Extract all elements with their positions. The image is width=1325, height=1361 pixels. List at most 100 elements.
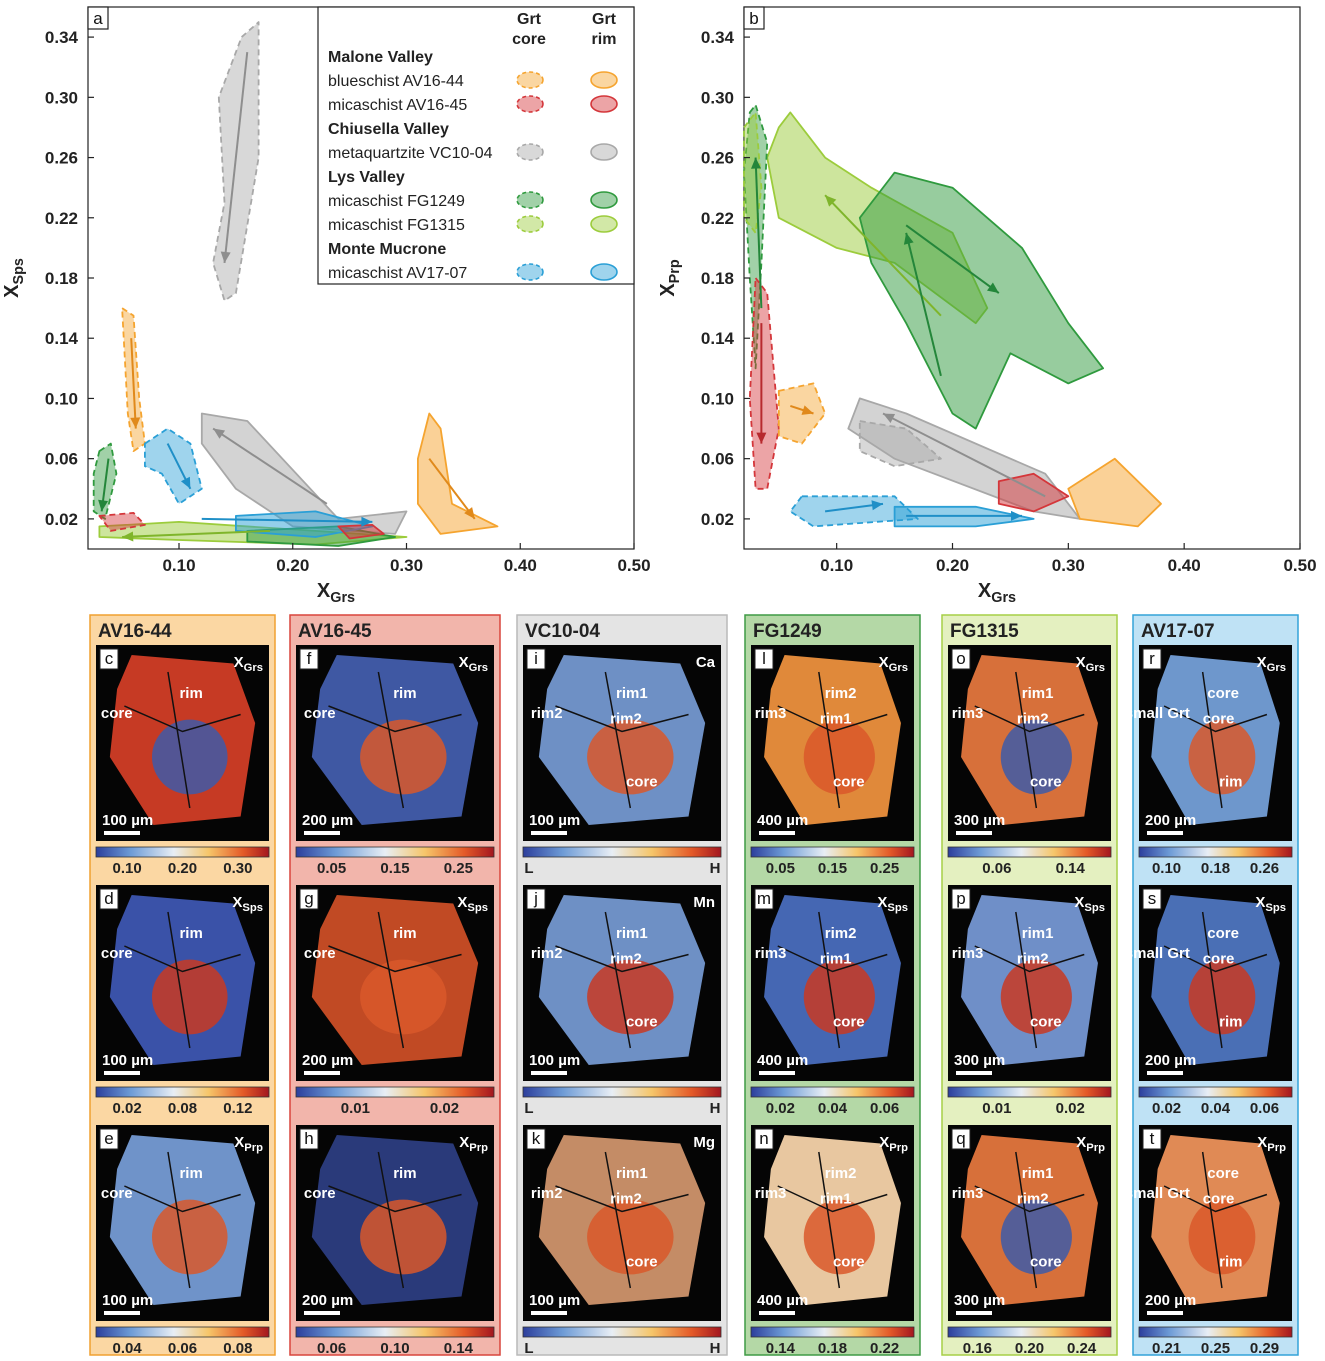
colour-bar-tick: 0.06 — [168, 1340, 197, 1356]
element-label: XPrp — [1257, 1134, 1286, 1154]
feature-label: core — [1030, 773, 1062, 790]
panel-letter-box — [754, 1128, 774, 1150]
arrowhead-5 — [987, 282, 999, 294]
colour-bar-tick: H — [710, 860, 721, 877]
map-panel-t: t XPrp core small Grt core rim 200 µm 0.21 0.25 0… — [1125, 1125, 1293, 1357]
core-region — [587, 1199, 674, 1275]
colour-bar-tick: 0.06 — [1250, 1100, 1279, 1117]
cracks — [328, 671, 462, 809]
element-label: XSps — [1255, 894, 1286, 914]
arrowhead-8 — [1011, 510, 1022, 521]
legend-group-title: Chiusella Valley — [328, 121, 449, 138]
colour-bar-tick: 0.06 — [317, 1340, 346, 1356]
y-tick-label: 0.26 — [701, 149, 734, 168]
colour-bar — [295, 846, 495, 858]
colour-bar — [947, 1086, 1112, 1098]
legend-core-swatch — [516, 215, 544, 233]
scale-label: 200 µm — [1145, 1292, 1196, 1309]
scale-label: 300 µm — [954, 812, 1005, 829]
scale-bar — [956, 1071, 992, 1075]
arrowhead-5 — [361, 516, 373, 527]
cracks — [328, 1151, 462, 1289]
map-panel-c: c XGrs rim core 100 µm 0.10 0.20 0.30 — [95, 645, 270, 877]
scale-label: 200 µm — [1145, 1052, 1196, 1069]
panel-letter-box — [526, 648, 546, 670]
scale-bar — [304, 831, 340, 835]
scale-label: 200 µm — [302, 812, 353, 829]
colour-bar — [1138, 1086, 1293, 1098]
colour-bar-tick: 0.18 — [1201, 860, 1230, 877]
scale-label: 300 µm — [954, 1052, 1005, 1069]
cracks — [124, 1151, 241, 1289]
panel-letter-box — [526, 888, 546, 910]
map-panel-o: o XGrs rim1 rim3 rim2 core 300 µm 0.06 0.14 — [947, 645, 1112, 877]
map-column-FG1249: FG1249 l XGrs rim2 rim3 rim1 core 400 µm 0.05 0.1… — [744, 614, 921, 1357]
legend-core-swatch — [516, 95, 544, 113]
map-panel-l: l XGrs rim2 rim3 rim1 core 400 µm 0.05 0.15 0.25 — [750, 645, 915, 877]
legend-item-label: micaschist FG1315 — [328, 217, 465, 234]
cracks — [555, 1151, 689, 1289]
panel-letter: e — [104, 1129, 113, 1148]
element-label: XPrp — [459, 1134, 488, 1154]
feature-label: core — [833, 1013, 865, 1030]
legend-col1-header: Grt — [517, 11, 542, 28]
element-label: XPrp — [234, 1134, 263, 1154]
colour-bar-tick: 0.02 — [430, 1100, 459, 1117]
trend-arrow-6 — [882, 412, 1046, 498]
colour-bar-tick: H — [710, 1340, 721, 1356]
arrowhead-4 — [903, 232, 914, 245]
cracks — [555, 671, 689, 809]
x-tick-label: 0.30 — [1052, 556, 1085, 575]
map-panel-p: p XSps rim1 rim3 rim2 core 300 µm 0.01 0.02 — [947, 885, 1112, 1117]
legend-rim-swatch — [590, 71, 618, 89]
colour-bar — [750, 846, 915, 858]
feature-label: core — [833, 1253, 865, 1270]
scale-bar — [104, 1311, 140, 1315]
map-panel-r: r XGrs core small Grt core rim 200 µm 0.10 0.18 0… — [1125, 645, 1293, 877]
cracks — [124, 671, 241, 809]
scale-label: 200 µm — [302, 1052, 353, 1069]
panel-letter: s — [1148, 889, 1157, 908]
trend-arrow-3 — [428, 458, 476, 520]
panel-letter: g — [304, 889, 313, 908]
map-column-FG1315: FG1315 o XGrs rim1 rim3 rim2 core 300 µm 0.06 0.1… — [941, 614, 1118, 1357]
cracks — [974, 911, 1085, 1049]
core-region — [803, 719, 875, 795]
feature-label: core — [1030, 1013, 1062, 1030]
panel-letter: h — [304, 1129, 313, 1148]
feature-label: core — [101, 705, 133, 722]
map-column-AV16-45: AV16-45 f XGrs rim core 200 µm 0.05 0.15 0.25 g XS… — [289, 614, 501, 1357]
cracks — [1163, 911, 1268, 1049]
arrowhead-0 — [751, 157, 762, 169]
scale-bar — [1147, 1071, 1183, 1075]
arrowhead-1 — [213, 428, 226, 439]
feature-label: small Grt — [1125, 705, 1190, 722]
legend-rim-swatch — [590, 95, 618, 113]
colour-bar — [95, 846, 270, 858]
colour-bar-tick: 0.06 — [870, 1100, 899, 1117]
colour-bar-tick: 0.05 — [317, 860, 346, 877]
scale-label: 400 µm — [757, 812, 808, 829]
arrowhead-7 — [871, 500, 883, 511]
sample-name: VC10-04 — [525, 621, 600, 642]
feature-label: rim2 — [610, 1191, 642, 1208]
colour-bar-tick: 0.05 — [766, 860, 795, 877]
feature-label: core — [833, 773, 865, 790]
element-label: XGrs — [1076, 654, 1105, 674]
element-label: XPrp — [879, 1134, 908, 1154]
map-panel-m: m XSps rim2 rim3 rim1 core 400 µm 0.02 0.04 0.06 — [750, 885, 915, 1117]
feature-label: rim2 — [531, 945, 563, 962]
y-tick-label: 0.10 — [45, 389, 78, 408]
colour-bar-tick: 0.20 — [1015, 1340, 1044, 1356]
panel-letter: f — [307, 649, 312, 668]
feature-label: rim2 — [610, 711, 642, 728]
colour-bar — [295, 1326, 495, 1338]
map-panel-h: h XPrp rim core 200 µm 0.06 0.10 0.14 — [295, 1125, 495, 1357]
element-label: XSps — [1074, 894, 1105, 914]
feature-label: rim — [393, 925, 416, 942]
panel-letter-box — [951, 1128, 971, 1150]
colour-bar — [522, 1326, 722, 1338]
scale-label: 300 µm — [954, 1292, 1005, 1309]
element-label: XSps — [877, 894, 908, 914]
